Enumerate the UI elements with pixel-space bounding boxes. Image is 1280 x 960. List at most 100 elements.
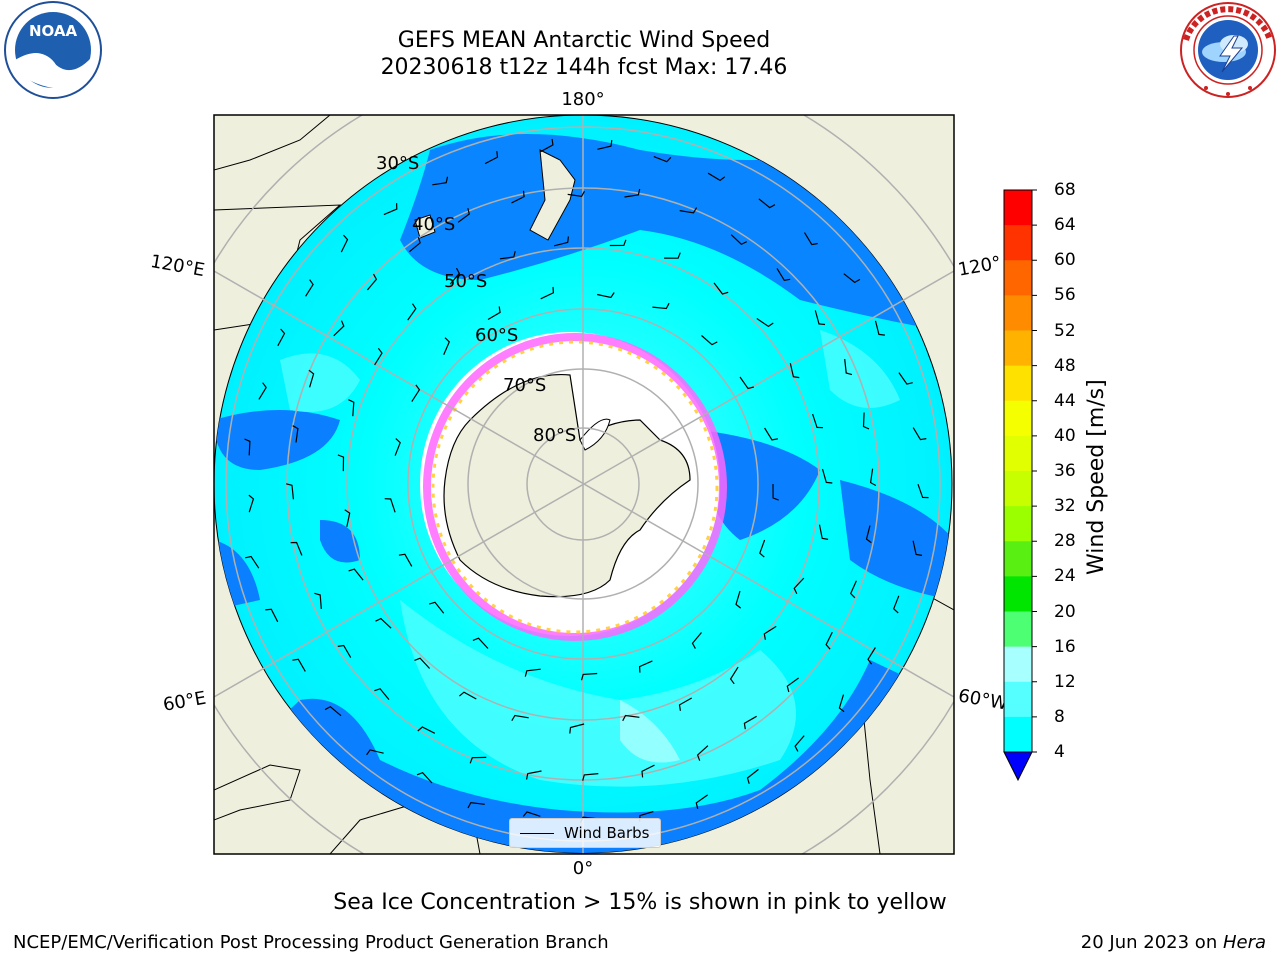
colorbar-tick-label: 48 xyxy=(1054,355,1076,376)
wind-barb xyxy=(553,236,569,247)
wind-barb xyxy=(366,749,384,756)
wind-barb xyxy=(597,140,613,150)
wind-barb xyxy=(735,590,742,609)
wind-barb xyxy=(472,637,489,649)
wind-barb xyxy=(814,310,826,326)
wind-barb xyxy=(487,306,501,321)
wind-barb xyxy=(245,555,260,569)
colorbar-tick-label: 20 xyxy=(1054,601,1076,622)
footer-credit: NCEP/EMC/Verification Post Processing Pr… xyxy=(13,932,609,953)
footer-date: 20 Jun 2023 on Hera xyxy=(1081,932,1266,953)
wind-barb xyxy=(337,644,352,658)
wind-barb xyxy=(707,172,726,182)
wind-barb xyxy=(449,267,461,285)
wind-barb xyxy=(414,657,431,669)
wind-barb xyxy=(825,631,833,650)
wind-barb xyxy=(337,454,345,472)
wind-barb xyxy=(653,156,672,163)
colorbar-segment xyxy=(1004,471,1032,507)
wind-barb xyxy=(277,328,286,347)
wind-barb xyxy=(324,705,342,717)
wind-barb xyxy=(292,658,306,672)
wind-barb xyxy=(892,595,900,614)
wind-barb xyxy=(679,207,698,214)
colorbar-segment xyxy=(1004,576,1032,612)
colorbar-segment xyxy=(1004,365,1032,402)
wind-barb xyxy=(459,691,477,700)
colorbar-tick-label: 44 xyxy=(1054,390,1076,411)
wind-barb xyxy=(308,369,315,388)
lat-label-50s: 50°S xyxy=(444,271,487,292)
wind-barb xyxy=(416,771,433,784)
wind-barb xyxy=(580,672,598,681)
wind-barb xyxy=(292,425,299,443)
colorbar-segment xyxy=(1004,225,1032,261)
colorbar-segment xyxy=(1004,295,1032,331)
wind-barb xyxy=(821,468,833,484)
colorbar-tick-label: 4 xyxy=(1054,742,1065,762)
wind-barb xyxy=(862,412,870,430)
wind-barb xyxy=(511,190,525,204)
colorbar-segment xyxy=(1004,435,1032,472)
colorbar-tick-label: 8 xyxy=(1054,706,1065,727)
wind-barb xyxy=(638,660,653,673)
wind-barb xyxy=(526,770,542,780)
lat-label-60s: 60°S xyxy=(475,325,518,346)
noaa-logo: NOAA xyxy=(4,1,102,99)
wind-barb xyxy=(484,151,499,165)
wind-barbs xyxy=(244,138,929,823)
wind-barb xyxy=(772,483,779,501)
colorbar-tick-label: 68 xyxy=(1054,180,1076,200)
wind-barb xyxy=(375,617,392,629)
wind-barb xyxy=(429,601,445,614)
colorbar-tick-label: 28 xyxy=(1054,531,1076,552)
legend-label: Wind Barbs xyxy=(564,824,650,842)
wind-barb xyxy=(739,376,754,390)
colorbar-tick-label: 40 xyxy=(1054,425,1076,446)
wind-barb xyxy=(258,382,267,400)
colorbar-title: Wind Speed [m/s] xyxy=(1084,379,1109,575)
wind-barb xyxy=(652,302,670,310)
colorbar-tick-label: 52 xyxy=(1054,320,1076,341)
wind-barb xyxy=(344,509,351,527)
wind-barb xyxy=(411,384,421,402)
colorbar-tick-label: 36 xyxy=(1054,461,1076,481)
wind-barb xyxy=(467,802,485,809)
wind-barb xyxy=(314,592,322,609)
wind-barb xyxy=(374,688,390,700)
wind-barb xyxy=(407,303,417,321)
lon-label-60w: 60°W xyxy=(957,685,1010,714)
lon-label-0: 0° xyxy=(573,858,593,879)
wind-barb xyxy=(597,292,615,299)
wind-barb xyxy=(898,372,913,385)
wind-barb xyxy=(764,427,779,441)
wind-barb xyxy=(865,525,872,544)
wind-barb xyxy=(812,413,824,429)
wind-barb xyxy=(763,625,777,640)
wind-barb xyxy=(499,250,516,260)
colorbar-segment xyxy=(1004,260,1032,296)
wind-barb xyxy=(695,794,709,809)
wind-barb xyxy=(569,723,585,734)
colorbar xyxy=(1003,189,1037,782)
legend: Wind Barbs xyxy=(509,818,661,848)
wind-barb xyxy=(383,203,398,216)
wind-barb xyxy=(540,138,554,153)
wind-barb xyxy=(729,666,739,685)
wind-barb xyxy=(759,539,766,558)
colorbar-segment xyxy=(1004,611,1032,648)
wind-barb xyxy=(867,647,876,665)
chart-subtitle: 20230618 t12z 144h fcst Max: 17.46 xyxy=(380,55,788,80)
wind-barb xyxy=(384,498,396,513)
colorbar-tick-label: 24 xyxy=(1054,566,1076,587)
wind-barb xyxy=(691,632,702,649)
wind-barb xyxy=(244,438,251,456)
colorbar-segment xyxy=(1004,646,1032,683)
footer-date-text: 20 Jun 2023 on xyxy=(1080,932,1223,953)
colorbar-tick-label: 56 xyxy=(1054,285,1076,306)
noaa-logo-text: NOAA xyxy=(29,22,78,40)
wind-barb xyxy=(624,188,641,198)
wind-barb xyxy=(333,320,345,337)
wind-barb xyxy=(793,577,805,594)
